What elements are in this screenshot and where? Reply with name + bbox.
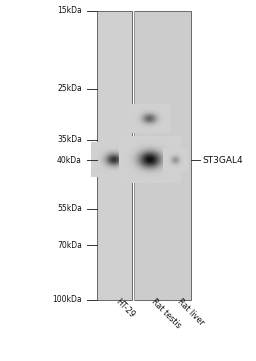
Text: 40kDa: 40kDa (57, 156, 82, 165)
Bar (134, 11, 191, 300)
Text: Rat liver: Rat liver (175, 297, 206, 327)
Text: 55kDa: 55kDa (57, 204, 82, 213)
Text: ST3GAL4: ST3GAL4 (202, 156, 243, 165)
Bar (97, 11, 132, 300)
Text: 25kDa: 25kDa (57, 84, 82, 93)
Text: HT-29: HT-29 (114, 297, 136, 319)
Text: 100kDa: 100kDa (52, 295, 82, 304)
Text: 70kDa: 70kDa (57, 241, 82, 250)
Text: 35kDa: 35kDa (57, 135, 82, 144)
Text: Rat testis: Rat testis (150, 297, 183, 330)
Text: 15kDa: 15kDa (57, 6, 82, 16)
